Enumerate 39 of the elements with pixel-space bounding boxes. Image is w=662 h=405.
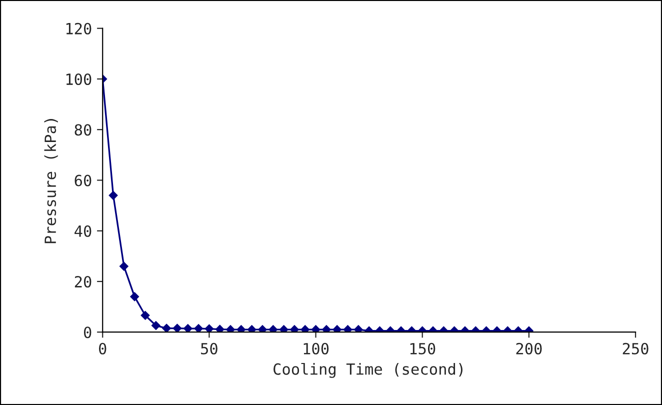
y-axis-title: Pressure (kPa) bbox=[44, 119, 58, 244]
point bbox=[226, 325, 235, 332]
point bbox=[108, 190, 118, 200]
y-tick-label: 60 bbox=[74, 174, 92, 186]
point bbox=[268, 325, 278, 332]
point bbox=[172, 324, 182, 332]
y-tick-label: 80 bbox=[74, 124, 92, 136]
point bbox=[215, 324, 224, 332]
x-tick-label: 50 bbox=[201, 342, 218, 354]
x-axis-title: Cooling Time (second) bbox=[274, 362, 462, 378]
x-tick-label: 150 bbox=[410, 342, 436, 354]
point bbox=[183, 324, 192, 332]
point bbox=[130, 292, 140, 302]
point bbox=[258, 325, 267, 332]
point bbox=[279, 325, 288, 332]
point bbox=[322, 325, 331, 332]
point bbox=[332, 325, 342, 332]
point bbox=[290, 325, 299, 332]
y-tick-label: 100 bbox=[66, 73, 92, 86]
x-tick-label: 250 bbox=[622, 342, 648, 354]
y-tick-label: 120 bbox=[66, 22, 92, 34]
point bbox=[162, 324, 172, 332]
point bbox=[354, 325, 363, 332]
point bbox=[140, 310, 150, 320]
x-tick-label: 100 bbox=[304, 342, 329, 354]
x-tick-label: 0 bbox=[99, 342, 106, 354]
point bbox=[247, 325, 256, 332]
y-tick-label: 40 bbox=[74, 225, 92, 237]
y-tick-label: 20 bbox=[74, 276, 92, 288]
point bbox=[204, 324, 214, 332]
y-tick-label: 0 bbox=[84, 326, 92, 338]
point bbox=[311, 325, 320, 332]
x-tick-label: 200 bbox=[516, 342, 542, 354]
point bbox=[236, 325, 246, 332]
point bbox=[194, 324, 203, 332]
point bbox=[151, 321, 160, 330]
point bbox=[119, 262, 128, 271]
point bbox=[300, 325, 310, 332]
point bbox=[343, 325, 352, 332]
